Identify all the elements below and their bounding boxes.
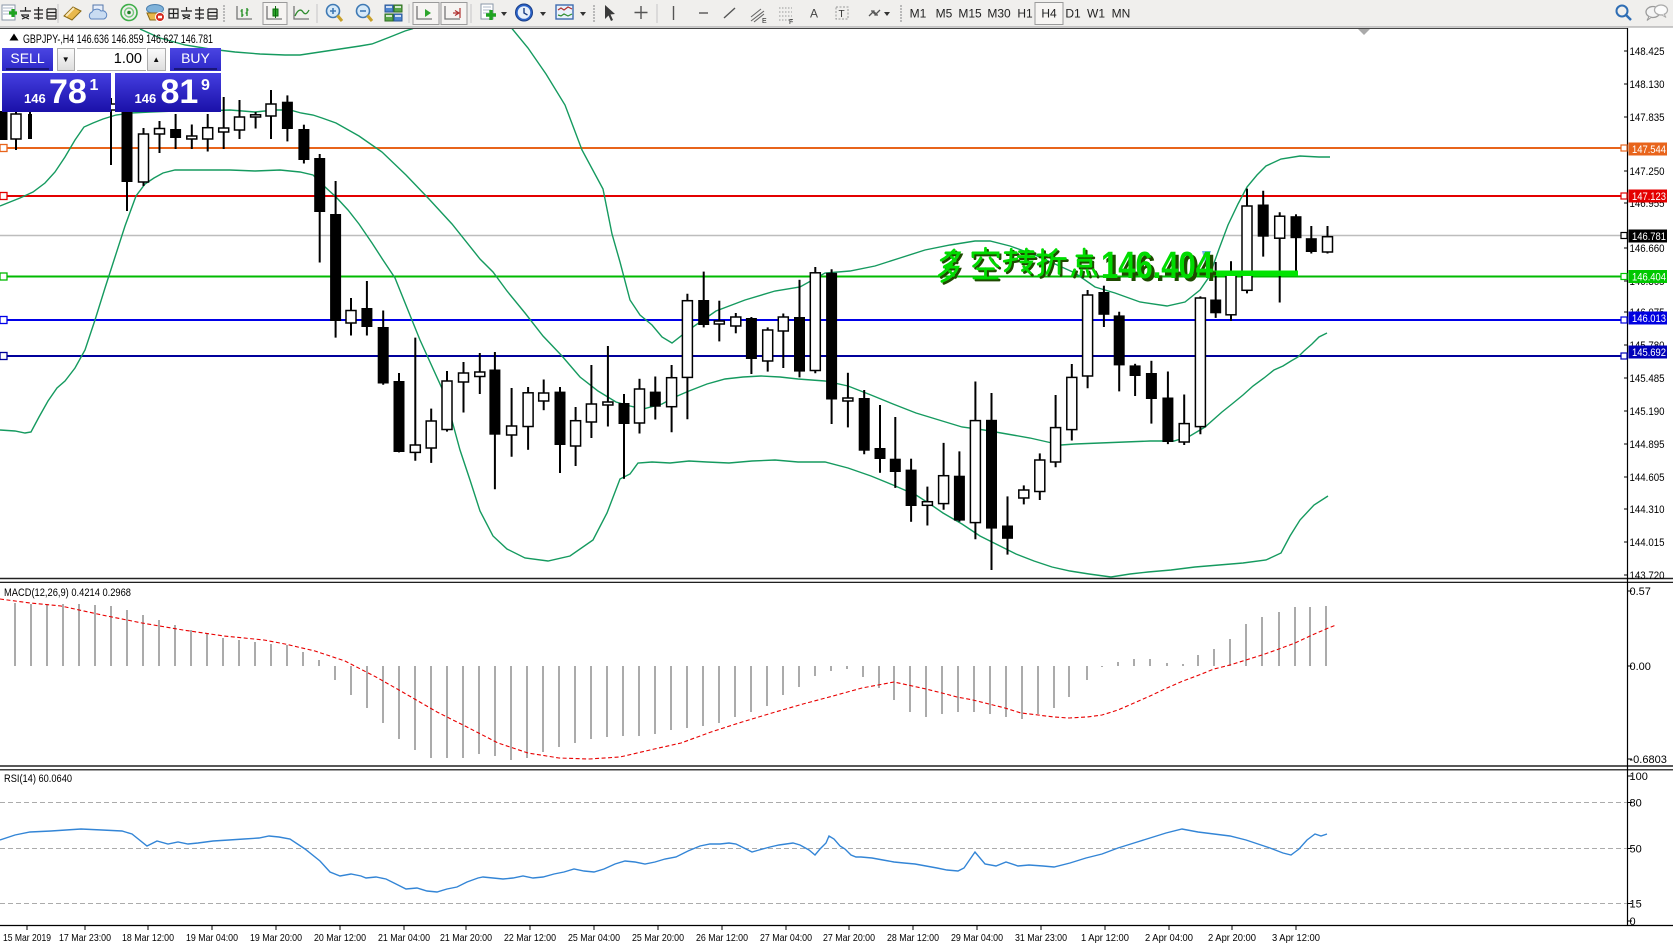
svg-text:0.00: 0.00 <box>1630 661 1651 673</box>
svg-text:MACD(12,26,9) 0.4214 0.2968: MACD(12,26,9) 0.4214 0.2968 <box>4 587 131 599</box>
svg-text:2 Apr 20:00: 2 Apr 20:00 <box>1208 933 1256 944</box>
svg-text:144.310: 144.310 <box>1630 504 1665 516</box>
svg-text:148.425: 148.425 <box>1630 46 1665 58</box>
svg-text:0: 0 <box>1630 916 1636 928</box>
svg-text:31 Mar 23:00: 31 Mar 23:00 <box>1015 933 1067 944</box>
svg-text:147.123: 147.123 <box>1632 191 1666 203</box>
svg-text:146.013: 146.013 <box>1632 313 1666 325</box>
svg-text:MN: MN <box>1112 7 1131 21</box>
svg-text:28 Mar 12:00: 28 Mar 12:00 <box>887 933 939 944</box>
svg-text:145.485: 145.485 <box>1630 373 1665 385</box>
svg-text:100: 100 <box>1630 771 1648 783</box>
svg-text:21 Mar 04:00: 21 Mar 04:00 <box>378 933 430 944</box>
svg-text:H4: H4 <box>1041 7 1057 21</box>
svg-text:15 Mar 2019: 15 Mar 2019 <box>3 933 51 944</box>
svg-text:27 Mar 20:00: 27 Mar 20:00 <box>823 933 875 944</box>
svg-text:26 Mar 12:00: 26 Mar 12:00 <box>696 933 748 944</box>
svg-text:M5: M5 <box>936 7 953 21</box>
svg-text:146.781: 146.781 <box>1632 231 1666 243</box>
svg-text:148.130: 148.130 <box>1630 79 1665 91</box>
svg-text:18 Mar 12:00: 18 Mar 12:00 <box>122 933 174 944</box>
svg-text:144.605: 144.605 <box>1630 472 1665 484</box>
svg-text:T: T <box>839 9 845 20</box>
svg-text:22 Mar 12:00: 22 Mar 12:00 <box>504 933 556 944</box>
svg-text:145.692: 145.692 <box>1632 347 1666 359</box>
svg-text:144.015: 144.015 <box>1630 537 1665 549</box>
svg-text:GBPJPY-,H4 146.636 146.859 14: GBPJPY-,H4 146.636 146.859 146.627 146.7… <box>23 34 213 46</box>
svg-text:25 Mar 04:00: 25 Mar 04:00 <box>568 933 620 944</box>
svg-text:A: A <box>810 7 818 21</box>
svg-text:M15: M15 <box>958 7 982 21</box>
svg-text:15: 15 <box>1630 899 1642 911</box>
svg-text:-0.6803: -0.6803 <box>1630 754 1667 766</box>
svg-text:D1: D1 <box>1065 7 1081 21</box>
svg-text:147.250: 147.250 <box>1630 166 1665 178</box>
svg-text:147.544: 147.544 <box>1632 144 1666 156</box>
svg-text:146.660: 146.660 <box>1630 243 1665 255</box>
svg-text:50: 50 <box>1630 844 1642 856</box>
svg-text:H1: H1 <box>1017 7 1033 21</box>
svg-text:20 Mar 12:00: 20 Mar 12:00 <box>314 933 366 944</box>
svg-text:2 Apr 04:00: 2 Apr 04:00 <box>1145 933 1193 944</box>
svg-text:144.895: 144.895 <box>1630 439 1665 451</box>
svg-text:1 Apr 12:00: 1 Apr 12:00 <box>1081 933 1129 944</box>
svg-text:19 Mar 04:00: 19 Mar 04:00 <box>186 933 238 944</box>
svg-text:M30: M30 <box>987 7 1011 21</box>
svg-text:19 Mar 20:00: 19 Mar 20:00 <box>250 933 302 944</box>
svg-text:F: F <box>789 19 793 26</box>
svg-text:E: E <box>762 18 767 25</box>
svg-text:21 Mar 20:00: 21 Mar 20:00 <box>440 933 492 944</box>
svg-text:80: 80 <box>1630 798 1642 810</box>
svg-text:25 Mar 20:00: 25 Mar 20:00 <box>632 933 684 944</box>
svg-text:146.404: 146.404 <box>1632 272 1666 284</box>
svg-text:145.190: 145.190 <box>1630 406 1665 418</box>
svg-text:147.835: 147.835 <box>1630 112 1665 124</box>
svg-text:17 Mar 23:00: 17 Mar 23:00 <box>59 933 111 944</box>
svg-text:M1: M1 <box>910 7 927 21</box>
svg-text:146.404: 146.404 <box>1104 248 1216 290</box>
svg-text:3 Apr 12:00: 3 Apr 12:00 <box>1272 933 1320 944</box>
svg-text:29 Mar 04:00: 29 Mar 04:00 <box>951 933 1003 944</box>
svg-text:143.720: 143.720 <box>1630 570 1665 582</box>
svg-text:RSI(14) 60.0640: RSI(14) 60.0640 <box>4 773 72 785</box>
svg-text:0.57: 0.57 <box>1630 586 1651 598</box>
svg-text:W1: W1 <box>1087 7 1105 21</box>
svg-text:146.404: 146.404 <box>1101 245 1213 287</box>
svg-text:27 Mar 04:00: 27 Mar 04:00 <box>760 933 812 944</box>
